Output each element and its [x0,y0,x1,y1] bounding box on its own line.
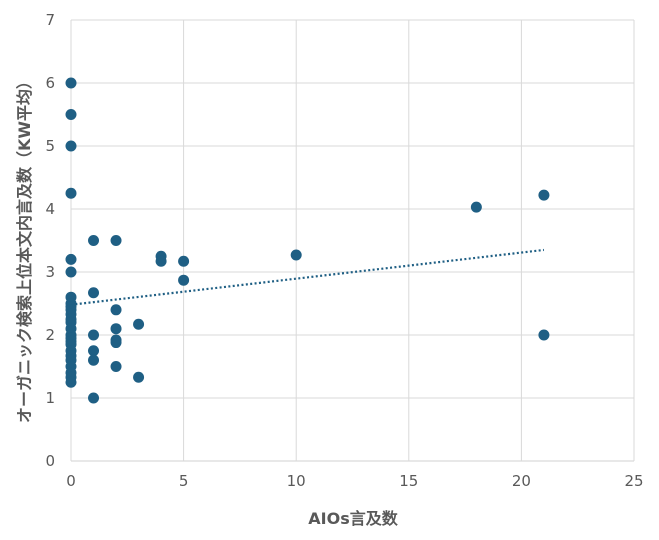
x-tick-label: 10 [287,472,306,490]
data-point [88,354,100,366]
y-tick-label: 0 [45,452,55,470]
data-point [65,140,77,152]
data-point [88,392,100,404]
gridlines [71,19,635,461]
data-point [88,345,100,357]
data-point [65,376,77,388]
data-point [65,109,77,120]
tick-labels: 0 5 10 15 20 25 0 1 2 3 4 5 6 7 [45,11,643,490]
y-tick-label: 2 [45,326,55,344]
data-point [538,329,550,341]
data-point [88,329,100,341]
trendline-layer [70,248,545,306]
data-point [178,255,190,267]
y-tick-label: 6 [45,74,55,92]
data-point [538,189,550,201]
data-point [133,371,145,383]
data-point [65,253,77,265]
data-point [110,304,122,316]
data-point [110,235,122,246]
x-tick-label: 25 [624,472,643,490]
x-tick-label: 0 [66,472,76,490]
x-tick-label: 5 [179,472,189,490]
y-axis-title: オーガニック検索上位本文内言及数（KW平均） [15,73,34,423]
data-point [133,318,145,330]
data-points [65,77,550,404]
data-point [110,323,122,335]
y-tick-label: 7 [45,11,55,29]
data-point [65,77,77,89]
linear-trendline [70,248,545,306]
data-point [88,287,100,299]
data-point [65,187,77,199]
y-tick-label: 5 [45,137,55,155]
data-point [155,255,167,267]
data-point [65,266,77,278]
x-tick-label: 20 [512,472,531,490]
x-axis-title: AIOs言及数 [308,509,398,528]
data-point [470,201,482,213]
y-tick-label: 3 [45,263,55,281]
axes [70,20,634,462]
y-tick-label: 1 [45,389,55,407]
data-point [178,274,190,286]
data-point [110,337,122,349]
data-point [290,249,302,261]
data-point [110,361,122,372]
data-point [88,235,100,246]
y-tick-label: 4 [45,200,55,218]
x-tick-label: 15 [399,472,418,490]
